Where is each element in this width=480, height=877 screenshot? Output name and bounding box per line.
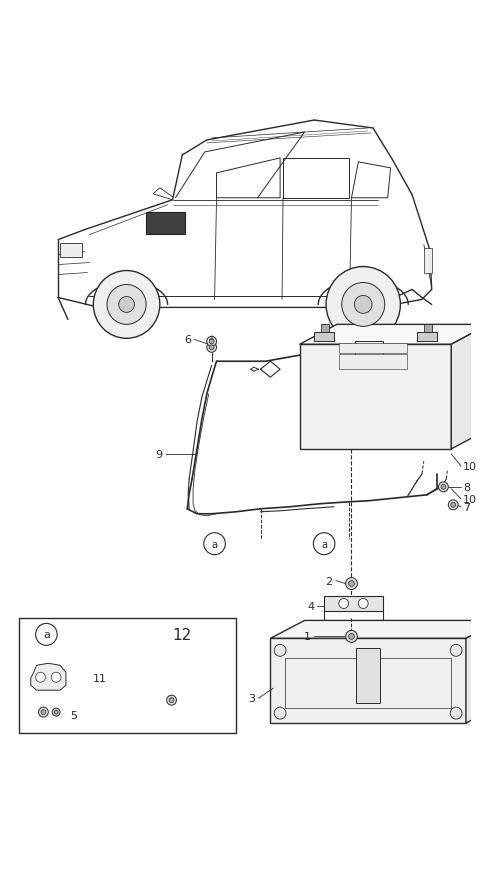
Text: 11: 11 bbox=[92, 674, 107, 683]
Bar bbox=[339, 355, 407, 370]
Circle shape bbox=[342, 283, 385, 327]
Circle shape bbox=[346, 631, 358, 643]
Circle shape bbox=[313, 533, 335, 555]
Circle shape bbox=[119, 297, 134, 313]
Polygon shape bbox=[270, 621, 480, 638]
Circle shape bbox=[359, 599, 368, 609]
Polygon shape bbox=[417, 333, 437, 342]
Circle shape bbox=[209, 339, 214, 345]
Text: ↓: ↓ bbox=[209, 335, 215, 341]
Bar bbox=[356, 649, 380, 703]
Polygon shape bbox=[300, 325, 480, 345]
Circle shape bbox=[36, 624, 57, 645]
Circle shape bbox=[274, 645, 286, 657]
Circle shape bbox=[274, 708, 286, 719]
Circle shape bbox=[36, 673, 46, 682]
Circle shape bbox=[451, 503, 456, 508]
Circle shape bbox=[41, 709, 46, 715]
Circle shape bbox=[364, 347, 370, 353]
Circle shape bbox=[348, 634, 354, 639]
Text: 9: 9 bbox=[156, 449, 163, 460]
Text: a: a bbox=[43, 630, 50, 639]
Text: 1: 1 bbox=[303, 631, 311, 642]
Circle shape bbox=[204, 533, 225, 555]
Circle shape bbox=[38, 708, 48, 717]
Polygon shape bbox=[300, 345, 451, 449]
Text: 10: 10 bbox=[463, 461, 477, 471]
Circle shape bbox=[441, 485, 446, 489]
Text: 2: 2 bbox=[325, 576, 332, 586]
Polygon shape bbox=[270, 638, 466, 724]
Circle shape bbox=[354, 296, 372, 314]
Polygon shape bbox=[466, 621, 480, 724]
Bar bbox=[146, 212, 185, 234]
Circle shape bbox=[167, 695, 177, 705]
Circle shape bbox=[450, 645, 462, 657]
Circle shape bbox=[209, 346, 214, 351]
Bar bbox=[424, 325, 432, 333]
Circle shape bbox=[93, 271, 160, 339]
Text: 10: 10 bbox=[463, 495, 477, 504]
Text: 12: 12 bbox=[173, 627, 192, 642]
Circle shape bbox=[348, 581, 354, 587]
Text: a: a bbox=[212, 539, 217, 549]
Text: 6: 6 bbox=[184, 335, 191, 345]
Text: 8: 8 bbox=[463, 482, 470, 492]
Circle shape bbox=[339, 599, 348, 609]
Bar bbox=[424, 248, 432, 274]
Text: 4: 4 bbox=[307, 602, 314, 612]
Bar bbox=[339, 344, 407, 353]
Polygon shape bbox=[451, 325, 480, 449]
Circle shape bbox=[207, 337, 216, 347]
Circle shape bbox=[448, 500, 458, 510]
Circle shape bbox=[107, 285, 146, 325]
Bar bbox=[355, 342, 383, 358]
Circle shape bbox=[51, 673, 61, 682]
Text: 3: 3 bbox=[249, 694, 256, 703]
Circle shape bbox=[370, 347, 376, 353]
Circle shape bbox=[52, 709, 60, 717]
Polygon shape bbox=[324, 595, 383, 612]
Text: 7: 7 bbox=[463, 503, 470, 512]
Circle shape bbox=[326, 267, 400, 343]
Text: 5: 5 bbox=[70, 710, 77, 720]
Bar bbox=[19, 618, 236, 733]
Bar bbox=[321, 325, 329, 333]
Circle shape bbox=[450, 708, 462, 719]
Text: a: a bbox=[321, 539, 327, 549]
Circle shape bbox=[207, 343, 216, 353]
Bar bbox=[60, 243, 82, 257]
Polygon shape bbox=[314, 333, 334, 342]
Circle shape bbox=[439, 482, 448, 492]
Circle shape bbox=[346, 578, 358, 590]
Circle shape bbox=[169, 698, 174, 702]
Polygon shape bbox=[31, 664, 66, 690]
Circle shape bbox=[359, 347, 364, 353]
Circle shape bbox=[54, 710, 58, 714]
